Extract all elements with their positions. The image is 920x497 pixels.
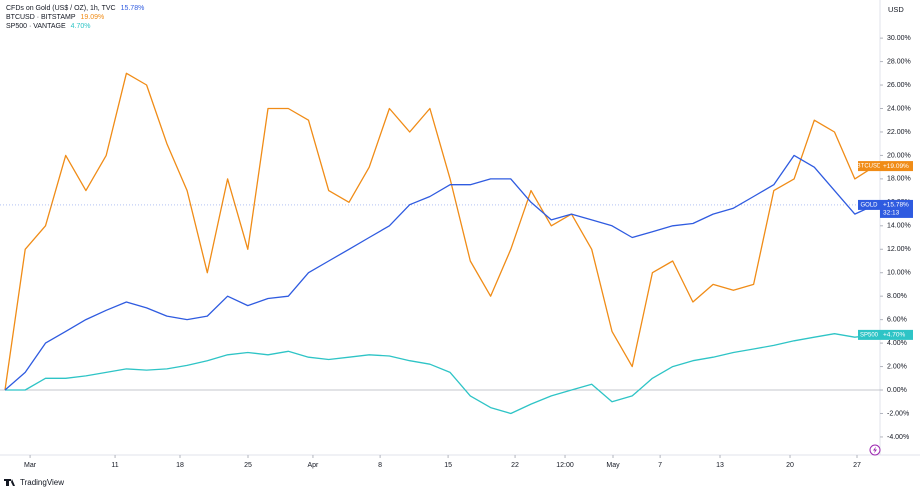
- x-tick-label: 11: [111, 462, 118, 469]
- series-line: [4, 72, 876, 391]
- y-tick-label: -4.00%: [887, 434, 909, 441]
- x-tick-label: 15: [444, 462, 452, 469]
- alert-icon[interactable]: [869, 444, 881, 456]
- x-tick-label: 27: [853, 462, 861, 469]
- x-tick-label: Apr: [307, 462, 319, 469]
- y-tick-label: 10.00%: [887, 270, 911, 277]
- legend-name: SP500 · VANTAGE: [6, 23, 66, 30]
- x-tick-label: May: [606, 462, 620, 469]
- badge-value: +15.78%: [883, 202, 909, 209]
- badge-value: +19.09%: [883, 163, 909, 170]
- badge-name: GOLD: [860, 202, 878, 208]
- badge-value-bg: [880, 161, 913, 172]
- legend-entry: CFDs on Gold (US$ / OZ), 1h, TVC 15.78%: [6, 5, 144, 12]
- countdown: 32:13: [883, 210, 900, 217]
- y-tick-label: 22.00%: [887, 129, 911, 136]
- x-tick-label: 8: [378, 462, 382, 469]
- x-tick-label: 22: [511, 462, 519, 469]
- badge-name: SP500: [860, 332, 879, 338]
- y-tick-label: 0.00%: [887, 387, 907, 394]
- y-tick-label: 26.00%: [887, 82, 911, 89]
- brand: TradingView: [4, 478, 64, 487]
- series-line: [4, 154, 876, 391]
- alert-icon-bolt[interactable]: [873, 446, 877, 454]
- x-tick-label: Mar: [24, 462, 37, 469]
- brand-logo: [4, 479, 15, 486]
- legend-name: BTCUSD · BITSTAMP: [6, 14, 76, 21]
- currency: USD: [888, 5, 904, 14]
- legend-entry: BTCUSD · BITSTAMP 19.09%: [6, 14, 104, 21]
- legend-value: 15.78%: [121, 5, 145, 12]
- y-tick-label: -2.00%: [887, 410, 909, 417]
- badge-name-bg: [858, 329, 880, 340]
- x-tick-label: 25: [244, 462, 252, 469]
- y-tick-label: 28.00%: [887, 58, 911, 65]
- badge-name-bg: [858, 199, 880, 210]
- legend-entry: SP500 · VANTAGE 4.70%: [6, 23, 91, 30]
- y-tick-label: 30.00%: [887, 35, 911, 42]
- y-tick-label: 20.00%: [887, 152, 911, 159]
- badge-name-bg: [858, 161, 880, 172]
- x-tick-label: 18: [176, 462, 184, 469]
- x-tick-label: 12:00: [556, 462, 574, 469]
- legend-name: CFDs on Gold (US$ / OZ), 1h, TVC: [6, 5, 116, 12]
- brand-name: TradingView: [20, 478, 64, 487]
- badge-value-bg: [880, 329, 913, 340]
- legend-value: 19.09%: [80, 14, 104, 21]
- x-tick-label: 20: [786, 462, 794, 469]
- x-tick-label: 13: [716, 462, 724, 469]
- y-tick-label: 6.00%: [887, 316, 907, 323]
- y-tick-label: 2.00%: [887, 363, 907, 370]
- series-line: [5, 333, 876, 415]
- y-tick-label: 8.00%: [887, 293, 907, 300]
- y-tick-label: 24.00%: [887, 105, 911, 112]
- y-tick-label: 12.00%: [887, 246, 911, 253]
- y-tick-label: 4.00%: [887, 340, 907, 347]
- y-tick-label: 14.00%: [887, 223, 911, 230]
- x-tick-label: 7: [658, 462, 662, 469]
- legend-value: 4.70%: [71, 23, 91, 30]
- badge-name: BTCUSD: [857, 164, 882, 170]
- badge-value-bg: [880, 199, 913, 218]
- y-tick-label: 18.00%: [887, 176, 911, 183]
- badge-value: +4.70%: [883, 332, 905, 339]
